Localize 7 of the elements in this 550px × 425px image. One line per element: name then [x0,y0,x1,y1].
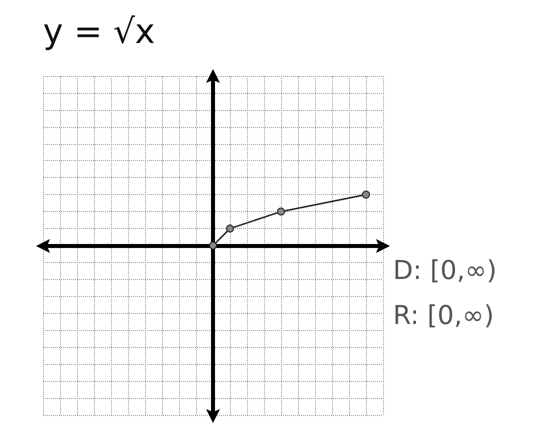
chart-title: y = √x [43,12,156,52]
text: D: [0,∞) [393,256,497,286]
point [362,190,370,199]
point [277,208,285,216]
point [226,224,234,233]
point [209,242,217,250]
text: R: [0,∞) [393,301,494,331]
